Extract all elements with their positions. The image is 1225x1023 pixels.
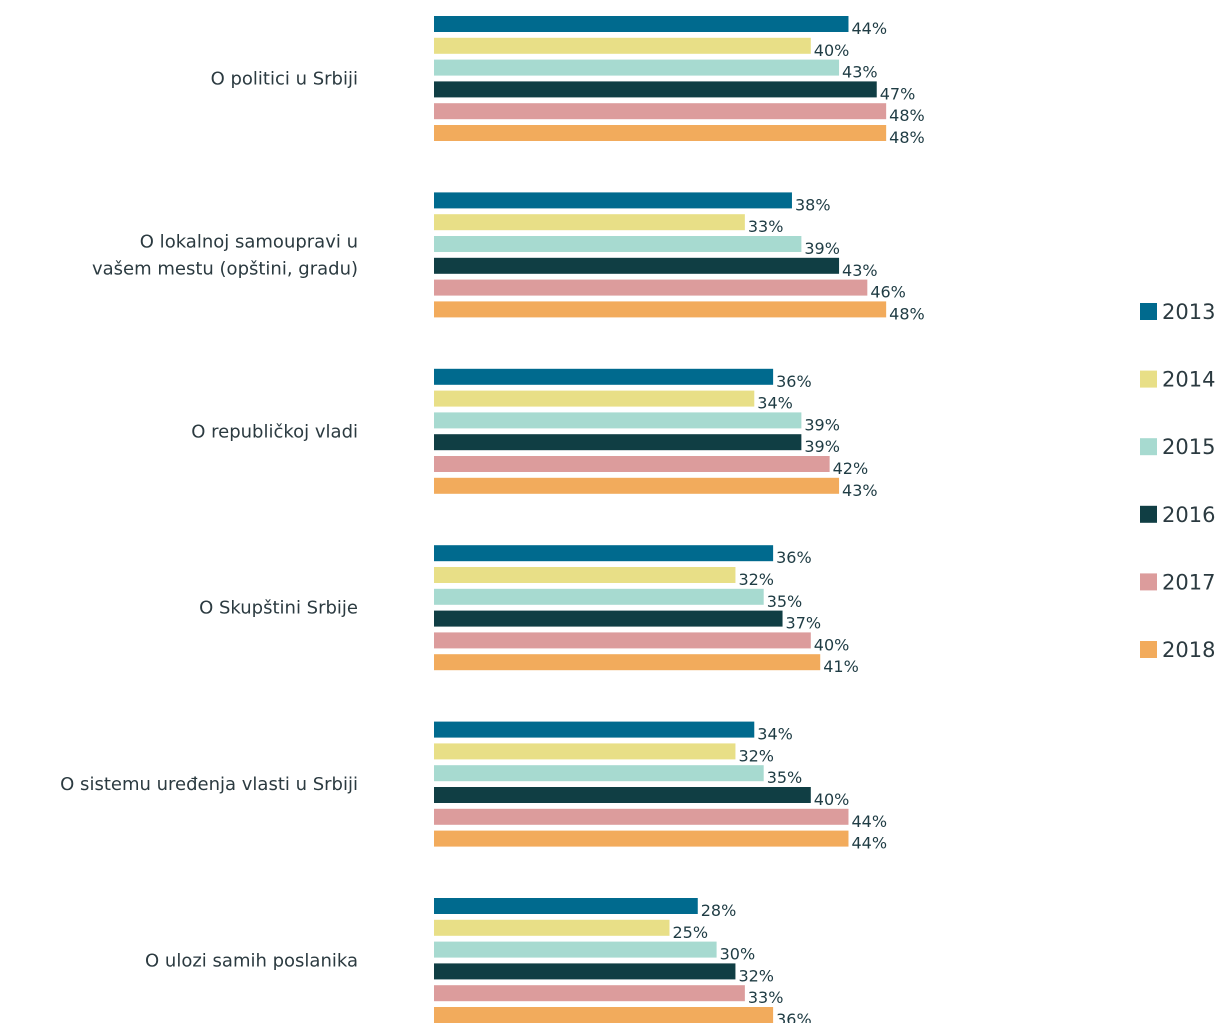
data-label: 33% [748,217,784,236]
legend-swatch [1140,438,1157,456]
data-label: 43% [842,261,878,280]
bar-2015 [434,941,717,958]
bar-2014 [434,37,811,54]
bar-2016 [434,81,877,98]
bar-2014 [434,743,736,760]
bar-2014 [434,214,745,231]
data-label: 47% [880,84,916,103]
data-label: 39% [804,437,840,456]
data-label: 32% [738,570,774,589]
legend-swatch [1140,505,1157,523]
legend-label: 2018 [1162,638,1215,662]
category-label: O republičkoj vladi [191,421,358,442]
data-label: 43% [842,481,878,500]
data-label: 34% [757,394,793,413]
bar-2015 [434,412,802,429]
legend-swatch [1140,303,1157,320]
bar-2013 [434,368,774,385]
legend-label: 2017 [1162,570,1215,594]
bar-2016 [434,963,736,980]
bar-2013 [434,545,774,562]
bar-2017 [434,632,811,649]
data-label: 36% [776,372,812,391]
bar-2016 [434,610,783,627]
category-label: O sistemu uređenja vlasti u Srbiji [60,774,358,795]
legend-swatch [1140,370,1157,388]
bar-2018 [434,654,821,671]
data-label: 35% [767,768,803,787]
bar-2014 [434,919,670,936]
data-label: 36% [776,548,812,567]
data-label: 42% [833,459,869,478]
data-label: 39% [804,415,840,434]
bar-2018 [434,477,840,494]
legend-label: 2014 [1162,368,1215,392]
bar-2014 [434,567,736,583]
bar-2018 [434,125,887,141]
data-label: 41% [823,657,859,676]
data-label: 30% [720,945,756,964]
category-label: O lokalnoj samoupravi u [140,231,358,252]
data-label: 37% [786,614,822,633]
data-label: 28% [701,901,737,920]
bar-2018 [434,1007,774,1023]
category-label: O ulozi samih poslanika [145,951,358,972]
data-label: 32% [738,746,774,765]
data-label: 40% [814,790,850,809]
data-label: 39% [804,239,840,258]
data-label: 35% [767,592,803,611]
legend-label: 2016 [1162,503,1215,527]
category-label: O politici u Srbiji [211,69,358,90]
category-label: vašem mestu (opštini, gradu) [92,258,358,279]
bar-2016 [434,257,840,274]
bar-2015 [434,765,764,782]
bar-2016 [434,787,811,803]
data-label: 46% [870,283,906,302]
bar-2013 [434,16,849,32]
legend: 2013 2014 2015 2016 2017 2018 [1140,300,1215,662]
bar-2013 [434,721,755,738]
bar-2017 [434,103,887,120]
data-label: 34% [757,725,793,744]
data-label: 48% [889,128,925,147]
bar-2017 [434,456,830,472]
bar-2016 [434,434,802,451]
legend-label: 2013 [1162,300,1215,324]
data-label: 48% [889,304,925,323]
legend-swatch [1140,641,1157,658]
bar-2013 [434,192,792,209]
data-label: 25% [673,923,709,942]
data-label: 40% [814,41,850,60]
category-label: O Skupštini Srbije [199,598,358,619]
bar-2018 [434,830,849,847]
bar-2013 [434,898,698,914]
data-label: 32% [738,966,774,985]
data-label: 44% [851,834,887,853]
bar-2017 [434,808,849,825]
data-label: 44% [851,19,887,38]
data-label: 38% [795,195,831,214]
category-labels: O politici u Srbiji O lokalnoj samoupravi… [60,69,358,972]
bar-2015 [434,59,840,76]
bar-2017 [434,985,745,1002]
bar-2014 [434,390,755,407]
bars-layer: 44%40%43%47%48%48%38%33%39%43%46%48%36%3… [434,16,925,1023]
bar-2018 [434,301,887,318]
data-label: 48% [889,106,925,125]
bar-2015 [434,588,764,605]
data-label: 44% [851,812,887,831]
data-label: 43% [842,63,878,82]
data-label: 40% [814,635,850,654]
legend-label: 2015 [1162,435,1215,459]
legend-swatch [1140,573,1157,591]
data-label: 36% [776,1010,812,1023]
bar-2017 [434,279,868,296]
data-label: 33% [748,988,784,1007]
bar-2015 [434,236,802,252]
